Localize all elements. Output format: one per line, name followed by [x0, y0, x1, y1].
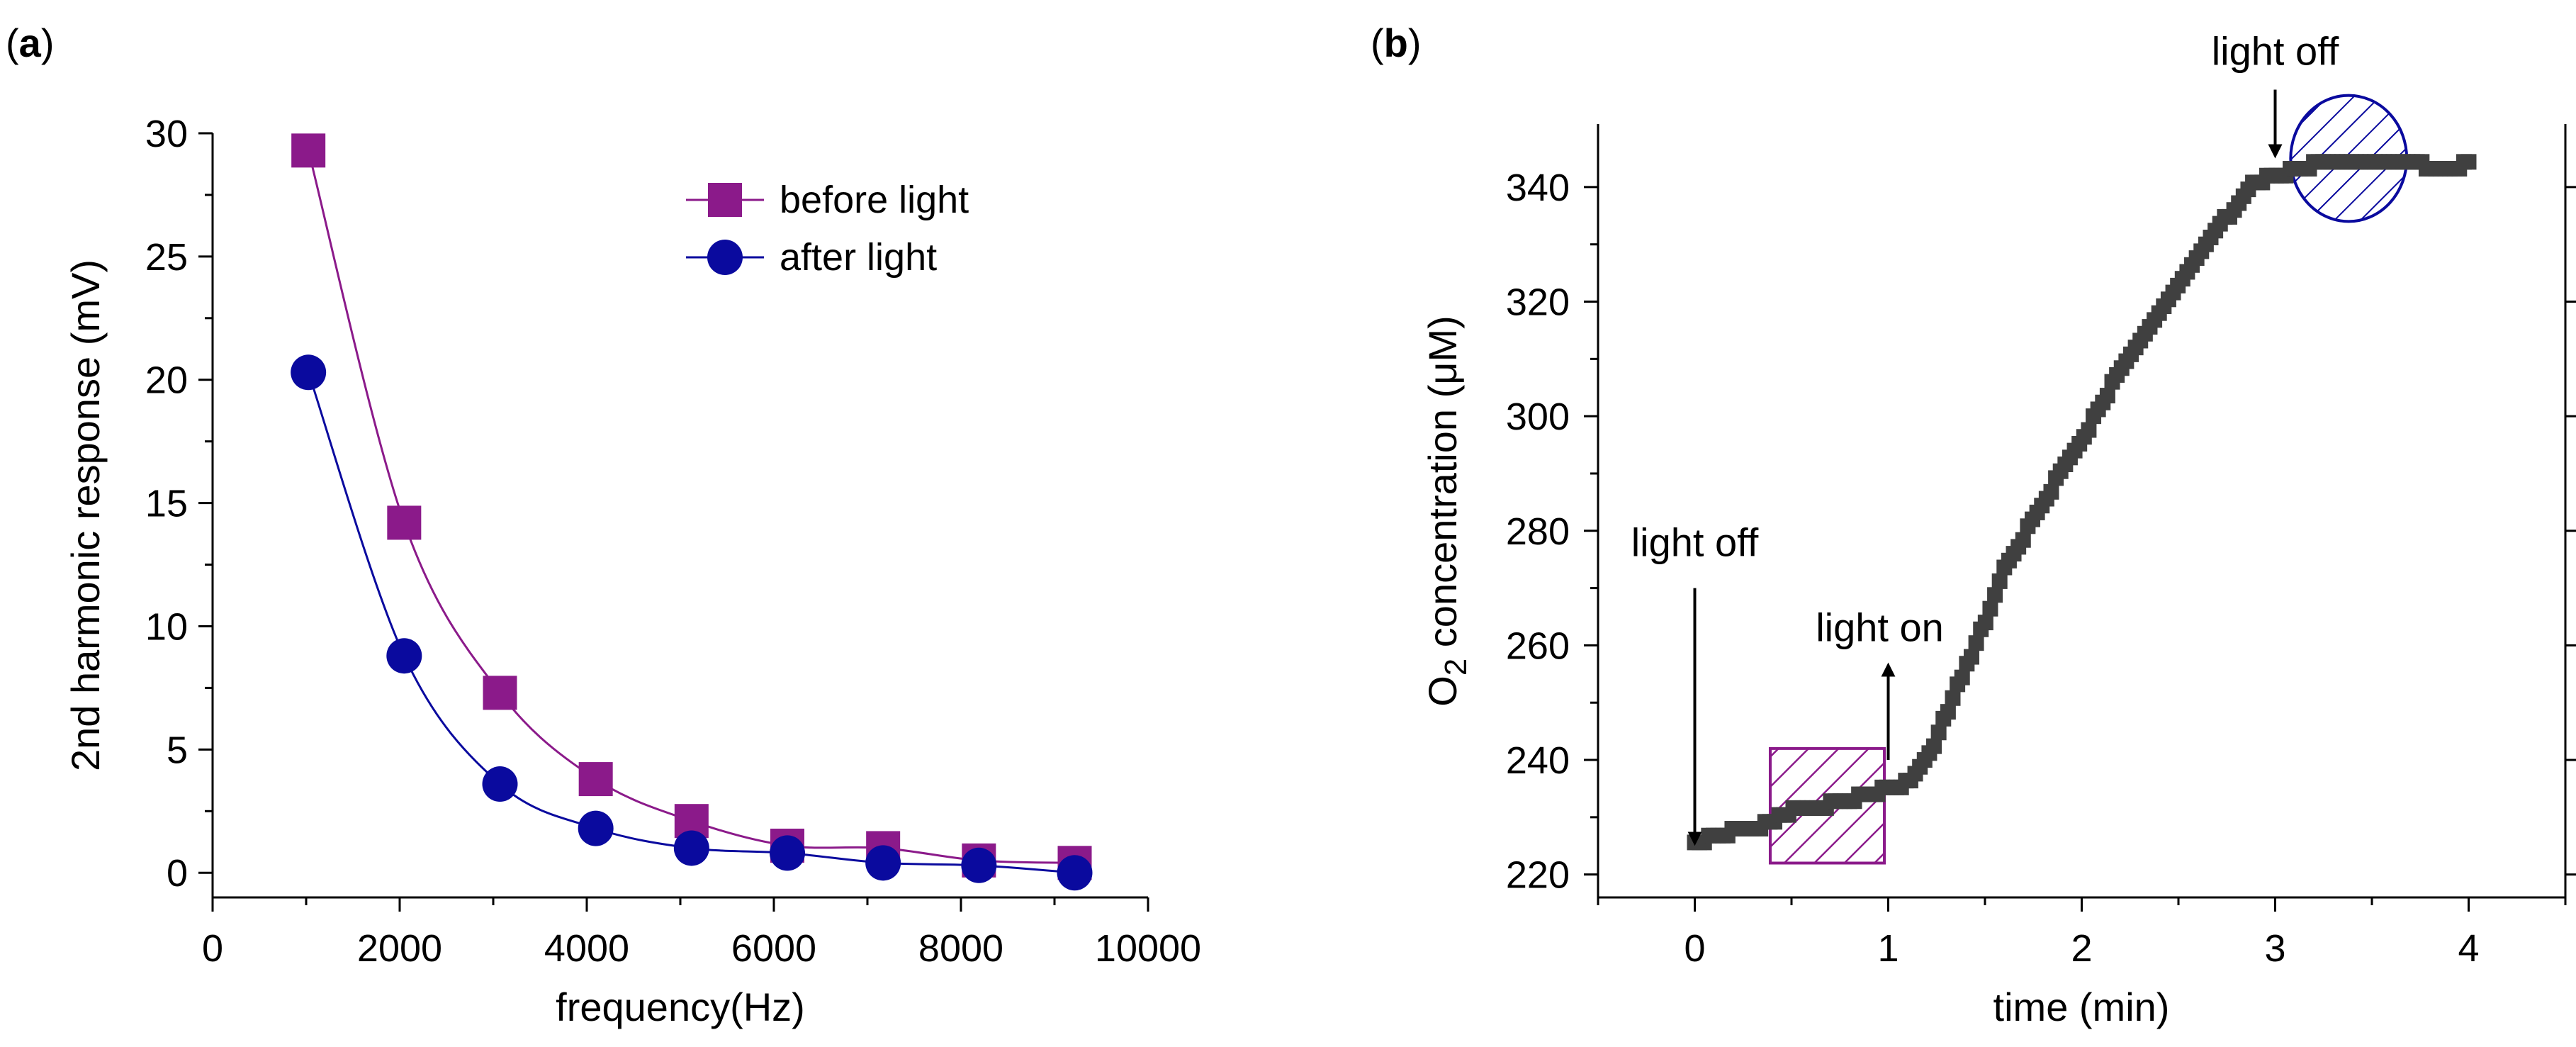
panel-b-x-tick-label: 3: [2264, 927, 2285, 970]
panel-a-x-tick-label: 2000: [357, 927, 442, 970]
panel-b: (b) 0 1 2 3 4 220 240 260 280 300 320 340 light off…: [1371, 21, 2576, 1029]
data-point-after-light: [386, 638, 422, 674]
panel-a-series-line-after: [307, 371, 1075, 874]
data-point-after-light: [770, 835, 806, 871]
o2-data-point: [1963, 649, 1979, 665]
o2-data-point: [2081, 422, 2097, 438]
data-point-after-light: [482, 766, 518, 802]
panel-b-y-tick-label: 280: [1506, 510, 1570, 553]
o2-data-point: [1987, 587, 2003, 603]
panel-b-x-tick-label: 2: [2071, 927, 2092, 970]
panel-a-legend: before light after light: [686, 179, 969, 279]
o2-data-point: [1940, 704, 1956, 720]
y-label-subscript: 2: [1439, 659, 1473, 676]
o2-data-point: [2460, 154, 2477, 170]
panel-a-letter: a: [19, 21, 42, 65]
panel-b-y-tick-label: 320: [1506, 281, 1570, 324]
o2-data-point: [1926, 738, 1942, 754]
annotation-label-3: light off: [2212, 29, 2339, 74]
panel-a-y-tick-label: 15: [145, 483, 188, 525]
data-point-after-light: [291, 354, 327, 391]
panel-a: (a) 0 2000 4000 6000 8000 10000 0 5 10 15 20 25 30 f…: [6, 21, 1201, 1029]
panel-a-y-label: 2nd harmonic response (mV): [63, 259, 108, 771]
panel-a-label: (a): [6, 21, 54, 65]
panel-b-x-tick-label: 0: [1684, 927, 1705, 970]
panel-b-y-tick-label: 300: [1506, 396, 1570, 438]
o2-data-point: [1977, 615, 1993, 631]
o2-data-point: [1982, 600, 1998, 617]
data-point-before-light: [483, 676, 517, 710]
o2-data-point: [2099, 388, 2115, 404]
legend-square-marker: [708, 183, 742, 217]
legend-label-before: before light: [780, 179, 969, 221]
panel-a-x-tick-label: 6000: [731, 927, 816, 970]
y-label-concentration: concentration (: [1420, 384, 1465, 658]
panel-a-x-tick-label: 4000: [544, 927, 629, 970]
panel-a-y-tick-label: 25: [145, 236, 188, 279]
panel-b-letter: b: [1384, 21, 1408, 65]
panel-b-label: (b): [1371, 21, 1422, 65]
panel-b-x-label: time (min): [1993, 985, 2170, 1029]
panel-b-y-tick-label: 220: [1506, 854, 1570, 897]
o2-data-point: [1968, 635, 1984, 651]
data-point-after-light: [673, 830, 709, 866]
y-label-unit: M): [1420, 315, 1465, 362]
panel-b-y-tick-label: 260: [1506, 625, 1570, 667]
annotation-label-1: light off: [1631, 520, 1759, 565]
panel-a-y-tick-label: 20: [145, 359, 188, 402]
y-label-o: O: [1420, 676, 1465, 707]
data-point-after-light: [865, 845, 901, 881]
panel-b-x-tick-label: 4: [2458, 927, 2479, 970]
o2-data-point: [2015, 532, 2031, 548]
data-point-after-light: [578, 810, 614, 846]
data-point-after-light: [1057, 855, 1093, 891]
panel-a-series-line-before: [307, 150, 1075, 864]
panel-a-y-tick-label: 10: [145, 605, 188, 648]
y-label-mu: μ: [1420, 362, 1465, 385]
panel-a-y-tick-label: 0: [167, 852, 188, 895]
panel-b-y-label: O2 concentration (μM): [1420, 315, 1473, 707]
o2-data-point: [2043, 483, 2059, 500]
data-point-before-light: [291, 133, 326, 168]
panel-b-y-tick-label: 340: [1506, 167, 1570, 209]
panel-a-x-tick-label: 0: [202, 927, 223, 970]
annotation-label-2: light on: [1816, 605, 1944, 650]
panel-b-x-tick-label: 1: [1877, 927, 1899, 970]
legend-circle-marker: [707, 240, 743, 275]
panel-a-x-label: frequency(Hz): [556, 985, 805, 1029]
o2-data-point: [1930, 724, 1947, 741]
panel-a-x-tick-label: 10000: [1095, 927, 1201, 970]
panel-b-y-tick-label: 240: [1506, 739, 1570, 782]
data-point-after-light: [961, 847, 997, 883]
panel-a-x-tick-label: 8000: [918, 927, 1003, 970]
panel-a-y-tick-label: 30: [145, 113, 188, 155]
o2-data-point: [1945, 690, 1961, 706]
legend-label-after: after light: [780, 236, 937, 279]
o2-data-point: [1991, 573, 2008, 589]
o2-data-point: [1954, 669, 1970, 685]
data-point-before-light: [578, 762, 613, 797]
data-point-before-light: [387, 505, 422, 540]
panel-a-y-tick-label: 5: [167, 729, 188, 771]
